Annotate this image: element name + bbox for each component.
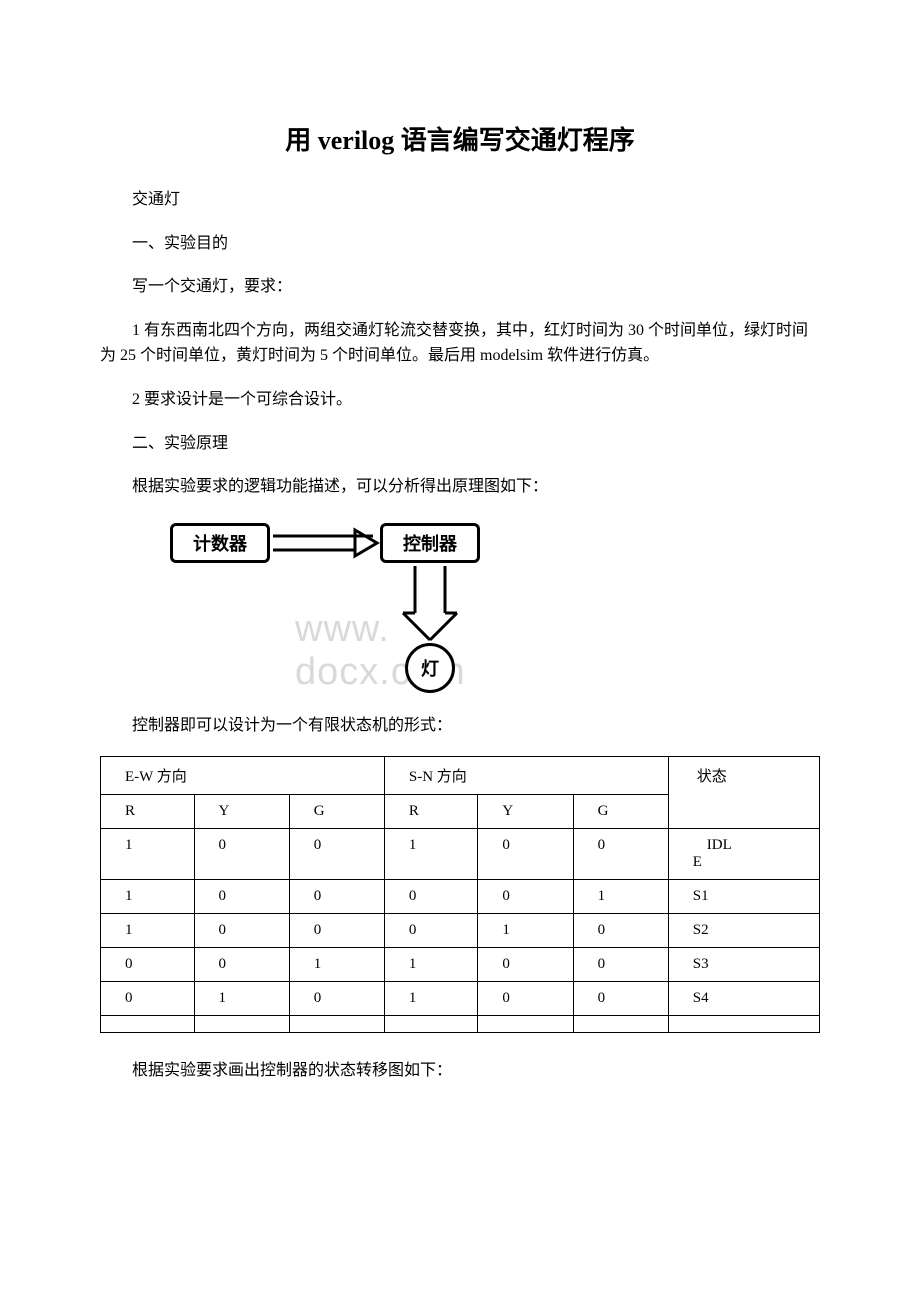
col-sn-g: G xyxy=(573,795,668,829)
table-header-row-1: E-W 方向 S-N 方向 状态 xyxy=(101,757,820,795)
table-row: 0 0 1 1 0 0 S3 xyxy=(101,948,820,982)
paragraph-section1: 一、实验目的 xyxy=(100,231,820,257)
paragraph-state-diagram-desc: 根据实验要求画出控制器的状态转移图如下： xyxy=(100,1058,820,1084)
counter-box: 计数器 xyxy=(170,523,270,563)
table-row: 1 0 0 0 1 0 S2 xyxy=(101,914,820,948)
table-row: 1 0 0 0 0 1 S1 xyxy=(101,880,820,914)
page-title: 用 verilog 语言编写交通灯程序 xyxy=(100,120,820,157)
table-row-empty xyxy=(101,1016,820,1033)
state-idle: IDLE xyxy=(668,829,819,880)
paragraph-principle-desc: 根据实验要求的逻辑功能描述，可以分析得出原理图如下： xyxy=(100,474,820,500)
paragraph-subject: 交通灯 xyxy=(100,187,820,213)
col-sn-y: Y xyxy=(478,795,573,829)
col-ew-g: G xyxy=(289,795,384,829)
col-sn-r: R xyxy=(384,795,478,829)
light-circle: 灯 xyxy=(405,643,455,693)
col-ew-y: Y xyxy=(194,795,289,829)
state-s3: S3 xyxy=(668,948,819,982)
state-s4: S4 xyxy=(668,982,819,1016)
sn-header: S-N 方向 xyxy=(384,757,668,795)
state-s2: S2 xyxy=(668,914,819,948)
paragraph-fsm-desc: 控制器即可以设计为一个有限状态机的形式： xyxy=(100,713,820,739)
controller-box: 控制器 xyxy=(380,523,480,563)
paragraph-req1: 1 有东西南北四个方向，两组交通灯轮流交替变换，其中，红灯时间为 30 个时间单… xyxy=(100,318,820,369)
state-table: E-W 方向 S-N 方向 状态 R Y G R Y G 1 0 0 1 0 0… xyxy=(100,756,820,1033)
state-header: 状态 xyxy=(668,757,819,829)
table-row: 1 0 0 1 0 0 IDLE xyxy=(101,829,820,880)
paragraph-req-intro: 写一个交通灯，要求： xyxy=(100,274,820,300)
ew-header: E-W 方向 xyxy=(101,757,385,795)
paragraph-req2: 2 要求设计是一个可综合设计。 xyxy=(100,387,820,413)
block-diagram: www. docx.com 计数器 控制器 灯 xyxy=(160,518,540,708)
state-s1: S1 xyxy=(668,880,819,914)
paragraph-section2: 二、实验原理 xyxy=(100,431,820,457)
table-row: 0 1 0 1 0 0 S4 xyxy=(101,982,820,1016)
col-ew-r: R xyxy=(101,795,195,829)
